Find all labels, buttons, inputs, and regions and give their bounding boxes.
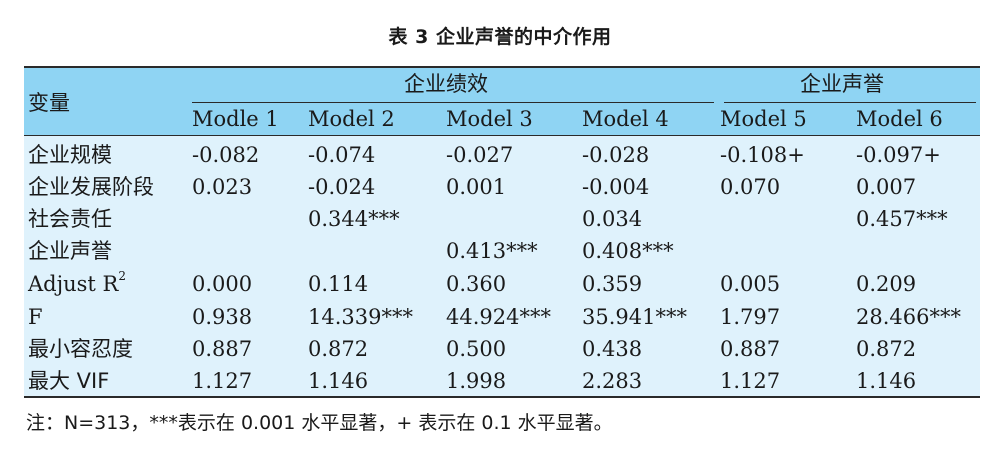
table-cell: 0.872 bbox=[308, 337, 369, 361]
row-label-development-stage: 企业发展阶段 bbox=[28, 175, 154, 199]
table-cell: -0.108+ bbox=[720, 143, 805, 167]
table-cell: 0.007 bbox=[856, 175, 917, 199]
header-rule bbox=[24, 135, 980, 136]
table-cell: 0.887 bbox=[192, 337, 253, 361]
table-cell: 0.438 bbox=[582, 337, 643, 361]
table-cell: 0.000 bbox=[192, 272, 253, 296]
table-cell: 0.359 bbox=[582, 272, 643, 296]
table-caption: 表 3 企业声誉的中介作用 bbox=[388, 26, 612, 48]
table-cell: -0.074 bbox=[308, 143, 376, 167]
table-cell: 1.127 bbox=[192, 369, 253, 393]
table-cell: 0.209 bbox=[856, 272, 917, 296]
table-cell: 0.114 bbox=[308, 272, 369, 296]
table-cell: 0.360 bbox=[446, 272, 507, 296]
table-cell: 44.924*** bbox=[446, 305, 551, 329]
row-label-min-tolerance: 最小容忍度 bbox=[28, 337, 133, 361]
table-cell: 0.034 bbox=[582, 207, 643, 231]
variable-header: 变量 bbox=[28, 91, 70, 115]
row-label-f: F bbox=[28, 305, 43, 329]
table-cell: 0.344*** bbox=[308, 207, 400, 231]
model-header-6: Model 6 bbox=[856, 107, 943, 131]
table-cell: 2.283 bbox=[582, 369, 643, 393]
table-cell: -0.028 bbox=[582, 143, 650, 167]
r-squared-superscript: 2 bbox=[118, 269, 126, 283]
model-header-2: Model 2 bbox=[308, 107, 395, 131]
table-cell: 0.001 bbox=[446, 175, 507, 199]
row-label-max-vif: 最大 VIF bbox=[28, 369, 110, 393]
model-header-4: Model 4 bbox=[582, 107, 669, 131]
table-cell: 35.941*** bbox=[582, 305, 687, 329]
table-note: 注：N=313，***表示在 0.001 水平显著，+ 表示在 0.1 水平显著… bbox=[26, 412, 613, 434]
regression-table: 变量 企业绩效 企业声誉 Modle 1 Model 2 Model 3 Mod… bbox=[24, 66, 980, 398]
table-cell: 1.127 bbox=[720, 369, 781, 393]
table-cell: -0.004 bbox=[582, 175, 650, 199]
table-cell: 0.887 bbox=[720, 337, 781, 361]
table-cell: 0.413*** bbox=[446, 239, 538, 263]
group-rule-reputation bbox=[724, 102, 976, 103]
group-header-performance: 企业绩效 bbox=[404, 72, 488, 96]
table-cell: 0.938 bbox=[192, 305, 253, 329]
table-cell: 14.339*** bbox=[308, 305, 413, 329]
model-header-1: Modle 1 bbox=[192, 107, 279, 131]
table-cell: 0.005 bbox=[720, 272, 781, 296]
table-cell: 1.146 bbox=[308, 369, 369, 393]
table-cell: 0.023 bbox=[192, 175, 253, 199]
group-rule-performance bbox=[192, 102, 714, 103]
adjusted-r-label: Adjust R bbox=[28, 272, 119, 296]
table-cell: -0.082 bbox=[192, 143, 260, 167]
model-header-5: Model 5 bbox=[720, 107, 807, 131]
group-header-reputation: 企业声誉 bbox=[800, 72, 884, 96]
row-label-firm-size: 企业规模 bbox=[28, 143, 112, 167]
table-cell: 0.457*** bbox=[856, 207, 948, 231]
table-cell: -0.024 bbox=[308, 175, 376, 199]
table-cell: -0.097+ bbox=[856, 143, 941, 167]
table-cell: 0.070 bbox=[720, 175, 781, 199]
table-cell: 0.872 bbox=[856, 337, 917, 361]
table-cell: 28.466*** bbox=[856, 305, 961, 329]
table-cell: 1.797 bbox=[720, 305, 781, 329]
table-cell: 1.998 bbox=[446, 369, 507, 393]
table-cell: 1.146 bbox=[856, 369, 917, 393]
table-cell: 0.500 bbox=[446, 337, 507, 361]
table-cell: -0.027 bbox=[446, 143, 514, 167]
table-cell: 0.408*** bbox=[582, 239, 674, 263]
row-label-social-responsibility: 社会责任 bbox=[28, 207, 112, 231]
model-header-3: Model 3 bbox=[446, 107, 533, 131]
row-label-reputation: 企业声誉 bbox=[28, 239, 112, 263]
row-label-adjusted-r2: Adjust R2 bbox=[28, 269, 126, 297]
